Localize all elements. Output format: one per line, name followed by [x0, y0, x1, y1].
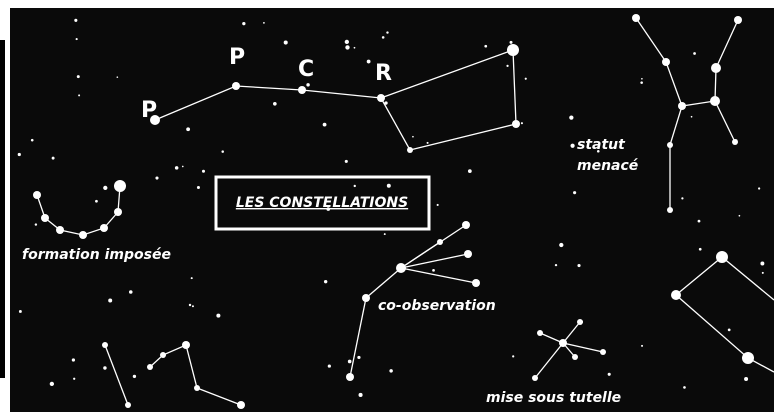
- star: [50, 382, 54, 386]
- label: statut: [577, 137, 626, 153]
- star: [216, 314, 220, 318]
- star: [108, 298, 112, 302]
- star: [192, 305, 194, 307]
- star: [95, 200, 98, 203]
- star: [221, 150, 223, 152]
- star: [103, 186, 107, 190]
- star: [189, 304, 191, 306]
- star: [608, 373, 611, 376]
- star: [202, 170, 205, 173]
- star: [359, 393, 363, 397]
- star: [354, 185, 356, 187]
- star: [728, 328, 731, 331]
- label: formation imposée: [22, 247, 171, 263]
- star: [73, 378, 75, 380]
- star: [555, 264, 557, 266]
- star: [521, 122, 523, 124]
- star: [306, 83, 309, 86]
- star: [389, 369, 392, 372]
- star: [357, 356, 360, 359]
- star: [323, 123, 327, 127]
- star: [512, 355, 514, 357]
- star: [573, 191, 576, 194]
- star: [698, 220, 701, 223]
- star: [510, 41, 513, 44]
- star: [739, 215, 741, 217]
- title: LES CONSTELLATIONS: [236, 195, 408, 211]
- star: [744, 377, 748, 381]
- letter: R: [375, 61, 392, 86]
- star: [762, 272, 764, 274]
- star: [263, 22, 265, 24]
- star: [186, 127, 190, 131]
- star: [345, 40, 349, 44]
- star: [78, 94, 80, 96]
- star: [133, 375, 136, 378]
- star: [468, 169, 472, 173]
- letter: C: [298, 57, 314, 82]
- star: [155, 176, 158, 179]
- star: [427, 142, 429, 144]
- star: [693, 52, 696, 55]
- star: [437, 204, 439, 206]
- star: [432, 269, 435, 272]
- star: [284, 41, 288, 45]
- star: [175, 166, 179, 170]
- side-bar: [0, 40, 5, 378]
- star: [117, 76, 119, 78]
- label: mise sous tutelle: [486, 390, 621, 406]
- star: [681, 197, 683, 199]
- star: [384, 233, 386, 235]
- star: [35, 223, 37, 225]
- star: [103, 366, 106, 369]
- star: [570, 144, 574, 148]
- label: co-observation: [378, 298, 496, 314]
- star: [182, 166, 184, 168]
- star: [77, 75, 80, 78]
- star: [18, 153, 21, 156]
- star: [328, 364, 331, 367]
- star: [129, 290, 133, 294]
- star: [525, 78, 527, 80]
- star: [758, 187, 760, 189]
- star: [19, 310, 22, 313]
- star: [387, 184, 391, 188]
- star: [345, 45, 349, 49]
- star: [52, 157, 55, 160]
- star: [412, 136, 414, 138]
- star: [74, 19, 77, 22]
- letter: P: [141, 98, 157, 123]
- star: [559, 243, 563, 247]
- star: [484, 45, 487, 48]
- star: [31, 139, 34, 142]
- star: [348, 360, 352, 364]
- star: [641, 345, 643, 347]
- star: [324, 280, 327, 283]
- star: [367, 60, 371, 64]
- star: [386, 31, 388, 33]
- star: [197, 186, 200, 189]
- scene: P P C R LES CONSTELLATIONS statut menacé…: [0, 0, 774, 412]
- star: [273, 102, 277, 106]
- star: [191, 277, 193, 279]
- star: [76, 38, 78, 40]
- star: [640, 81, 643, 84]
- star: [242, 22, 245, 25]
- letter: P: [229, 45, 245, 70]
- star: [760, 262, 764, 266]
- star: [382, 36, 385, 39]
- star: [569, 115, 573, 119]
- star: [345, 160, 348, 163]
- star: [691, 116, 693, 118]
- star: [699, 248, 702, 251]
- star: [683, 386, 686, 389]
- star: [354, 47, 356, 49]
- star: [641, 78, 643, 80]
- star: [72, 358, 75, 361]
- star: [506, 65, 508, 67]
- star: [577, 264, 580, 267]
- label: menacé: [577, 158, 639, 174]
